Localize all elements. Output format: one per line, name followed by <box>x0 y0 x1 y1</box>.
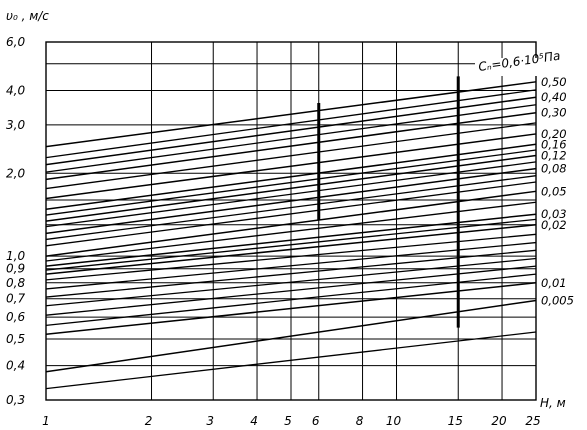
plot-border <box>45 41 537 401</box>
series-line-labeled <box>45 133 537 200</box>
series-label: 0,005 <box>541 293 574 307</box>
series-label: 0,20 <box>541 127 567 141</box>
series-label: 0,30 <box>541 106 567 120</box>
series-label: 0,16 <box>541 137 567 151</box>
x-tick-label: 1 <box>42 414 50 428</box>
series-line <box>45 89 537 159</box>
y-tick-label: 0,6 <box>6 310 25 324</box>
series-label: 0,03 <box>541 207 567 221</box>
series-line <box>45 201 537 262</box>
series-line-labeled <box>45 96 537 166</box>
series-line <box>45 104 537 173</box>
x-tick-label: 2 <box>145 414 153 428</box>
series-line <box>45 331 537 390</box>
x-tick-label: 4 <box>250 414 258 428</box>
series-label: 0,01 <box>541 276 567 290</box>
series-line <box>45 273 537 327</box>
series-line-labeled <box>45 111 537 181</box>
x-tick-label: 15 <box>448 414 463 428</box>
series-line-labeled <box>45 190 537 257</box>
series-line <box>45 218 537 271</box>
series-line-labeled <box>45 167 537 235</box>
y-tick-label: 0,5 <box>6 332 25 346</box>
series-label: 0,08 <box>541 162 567 176</box>
series-line-labeled <box>45 299 537 373</box>
series-line-labeled <box>45 224 537 275</box>
labels: 1 2 3 4 5 6 8 10 15 20 25 0,3 0,4 0,5 0,6 0,7 0,80,91,0 2… <box>6 35 574 428</box>
series-line <box>45 175 537 241</box>
series-line-labeled <box>45 282 537 336</box>
x-axis-title: Н, м <box>540 396 566 410</box>
series-label: 0,12 <box>541 149 567 163</box>
y-tick-label: 0,9 <box>6 262 25 276</box>
series-line-labeled <box>45 81 537 148</box>
series-label: 0,50 <box>541 75 567 89</box>
series-label: 0,05 <box>541 184 567 198</box>
series-line-labeled <box>45 213 537 267</box>
x-tick-label: 10 <box>386 414 402 428</box>
series-line <box>45 181 537 247</box>
x-tick-label: 5 <box>284 414 292 428</box>
plot-frame <box>45 41 537 401</box>
series-label: 0,40 <box>541 90 567 104</box>
highlight-segments <box>317 76 460 328</box>
x-tick-label: 6 <box>312 414 320 428</box>
y-tick-label: 2,0 <box>6 166 25 180</box>
series-line <box>45 265 537 316</box>
annotation-background <box>475 58 545 76</box>
y-tick-label: 3,0 <box>6 118 25 132</box>
y-tick-label: 6,0 <box>6 35 25 49</box>
series-line <box>45 233 537 281</box>
series-line-labeled <box>45 143 537 211</box>
series-line-labeled <box>45 154 537 222</box>
series-line <box>45 249 537 298</box>
x-tick-label: 3 <box>206 414 214 428</box>
series-lines <box>45 81 537 390</box>
y-tick-label: 0,8 <box>6 276 25 290</box>
series-line <box>45 161 537 228</box>
y-tick-label: 4,0 <box>6 83 25 97</box>
x-tick-label: 20 <box>491 414 507 428</box>
series-label: 0,02 <box>541 218 567 232</box>
series-line <box>45 241 537 290</box>
y-tick-label: 0,3 <box>6 393 25 407</box>
y-tick-label: 1,0 <box>6 249 25 263</box>
series-line <box>45 149 537 216</box>
series-line <box>45 257 537 307</box>
x-tick-label: 25 <box>525 414 540 428</box>
y-tick-label: 0,4 <box>6 359 25 373</box>
x-tick-label: 8 <box>356 414 364 428</box>
series-line <box>45 122 537 190</box>
y-axis-title: υ₀ , м/с <box>6 9 49 23</box>
grid <box>45 41 537 401</box>
y-tick-label: 0,7 <box>6 292 25 306</box>
